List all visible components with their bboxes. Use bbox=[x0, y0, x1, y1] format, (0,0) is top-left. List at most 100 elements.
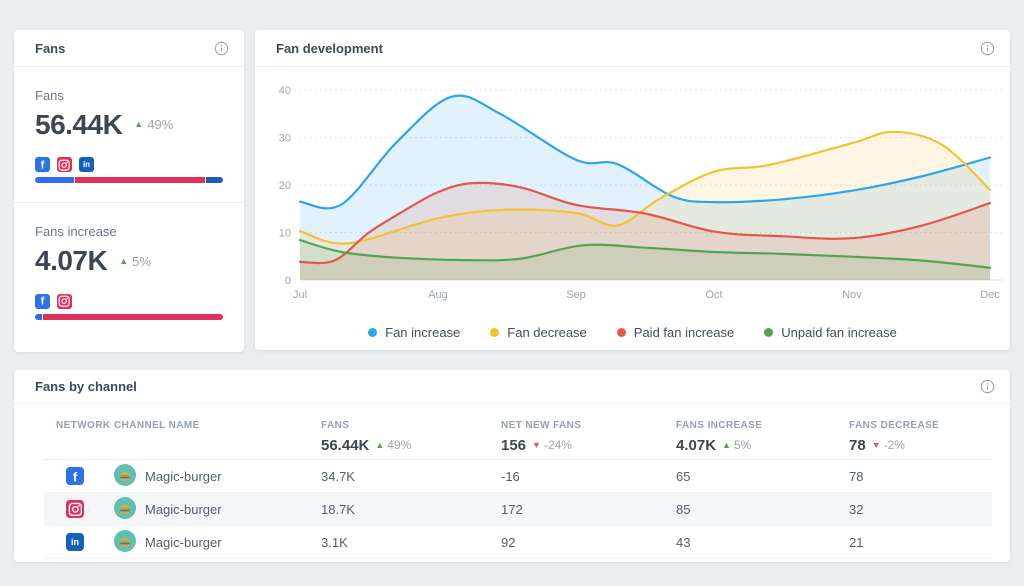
column-header-net_new: NET NEW FANS 156 ▼ -24% bbox=[489, 420, 664, 454]
linkedin-icon: in bbox=[66, 533, 84, 551]
fans-by-channel-table: NETWORK CHANNEL NAME FANS 56.44K ▲ 49% NET NEW… bbox=[44, 404, 992, 559]
info-icon bbox=[980, 41, 994, 55]
summary-value: 56.44K bbox=[321, 436, 370, 454]
x-axis-tick: Dec bbox=[980, 289, 1000, 301]
cell-fans: 34.7K bbox=[321, 468, 355, 484]
channel-avatar bbox=[114, 529, 136, 555]
bar-segment-facebook bbox=[35, 313, 43, 320]
y-axis-tick: 20 bbox=[279, 180, 291, 192]
metric-label: Fans increase bbox=[35, 224, 117, 240]
x-axis-tick: Oct bbox=[705, 289, 722, 301]
cell-channel-name: Magic-burger bbox=[102, 529, 309, 555]
metric-delta: 5% bbox=[132, 253, 151, 269]
facebook-icon: f bbox=[66, 467, 84, 485]
cell-channel-name: Magic-burger bbox=[102, 496, 309, 522]
cell-decrease: 32 bbox=[849, 501, 864, 517]
trend-up-icon: ▲ bbox=[134, 119, 144, 130]
summary-delta: 5% bbox=[733, 438, 752, 452]
legend-item-fan-increase[interactable]: Fan increase bbox=[368, 325, 460, 340]
column-header-decrease: FANS DECREASE 78 ▼ -2% bbox=[837, 420, 992, 454]
x-axis-tick: Nov bbox=[842, 289, 862, 301]
y-axis-tick: 10 bbox=[279, 228, 291, 240]
summary-delta: -2% bbox=[883, 438, 905, 452]
column-header-fans: FANS 56.44K ▲ 49% bbox=[309, 420, 489, 454]
section-divider bbox=[14, 202, 244, 204]
trend-up-icon: ▲ bbox=[375, 439, 385, 450]
summary-value: 4.07K bbox=[676, 436, 717, 454]
metric-fans: Fans 56.44K ▲ 49% f in bbox=[14, 88, 244, 184]
metric-value-row: 4.07K ▲ 5% bbox=[35, 245, 223, 277]
chart-line-unpaid-fan-increase bbox=[298, 239, 992, 269]
info-icon bbox=[214, 41, 228, 55]
table-row[interactable]: Magic-burger 18.7K 172 85 32 bbox=[44, 493, 992, 526]
info-icon bbox=[980, 379, 994, 394]
instagram-icon bbox=[57, 157, 72, 173]
cell-net_new: 172 bbox=[501, 501, 523, 517]
fans-card-body: Fans 56.44K ▲ 49% f in Fans increase 4.07K ▲ 5% f bbox=[14, 88, 244, 320]
cell-network: in bbox=[44, 533, 102, 551]
x-axis-tick: Sep bbox=[566, 289, 586, 301]
cell-increase: 85 bbox=[676, 501, 691, 517]
metric-value: 4.07K bbox=[35, 245, 108, 277]
network-share-bar bbox=[35, 313, 223, 320]
table-row[interactable]: f Magic-burger 34.7K -16 65 78 bbox=[44, 460, 992, 493]
fan-development-header: Fan development bbox=[255, 30, 1010, 67]
metric-label: Fans bbox=[35, 88, 64, 103]
legend-item-fan-decrease[interactable]: Fan decrease bbox=[490, 325, 587, 340]
fans-card: Fans Fans 56.44K ▲ 49% f in Fans increase 4.07K… bbox=[14, 30, 244, 352]
linkedin-icon: in bbox=[79, 157, 94, 173]
summary-value: 156 bbox=[501, 436, 527, 454]
column-header-channel: CHANNEL NAME bbox=[102, 420, 309, 431]
fans-by-channel-card: Fans by channel NETWORK CHANNEL NAME FANS 5… bbox=[14, 370, 1010, 562]
column-label: NETWORK bbox=[56, 420, 111, 431]
facebook-icon: f bbox=[35, 157, 50, 173]
channel-name: Magic-burger bbox=[145, 534, 222, 550]
chart-line-fan-increase bbox=[298, 94, 992, 210]
instagram-icon bbox=[57, 293, 72, 309]
legend-item-paid-fan-increase[interactable]: Paid fan increase bbox=[616, 325, 734, 340]
column-summary: 56.44K ▲ 49% bbox=[321, 436, 489, 454]
legend-item-unpaid-fan-increase[interactable]: Unpaid fan increase bbox=[764, 325, 897, 340]
info-icon[interactable] bbox=[212, 39, 230, 57]
fan-development-card: Fan development 40 30 20 10 0 Jul Aug Sep Oct Nov… bbox=[255, 30, 1010, 350]
metric-value: 56.44K bbox=[35, 109, 123, 140]
network-icons: f bbox=[35, 293, 223, 309]
cell-decrease: 78 bbox=[849, 468, 864, 484]
cell-fans: 18.7K bbox=[321, 501, 355, 517]
trend-down-icon: ▼ bbox=[871, 439, 881, 450]
bar-segment-linkedin bbox=[206, 177, 223, 184]
legend-label: Fan decrease bbox=[507, 324, 587, 340]
info-icon[interactable] bbox=[978, 378, 996, 396]
channel-name: Magic-burger bbox=[145, 468, 222, 484]
info-icon[interactable] bbox=[978, 39, 996, 57]
legend-dot-icon bbox=[490, 327, 500, 337]
channel-name: Magic-burger bbox=[145, 501, 222, 517]
chart-area-unpaid-fan-increase bbox=[300, 240, 990, 280]
fans-by-channel-title: Fans by channel bbox=[35, 379, 137, 394]
cell-decrease: 21 bbox=[849, 534, 864, 550]
column-header-increase: FANS INCREASE 4.07K ▲ 5% bbox=[664, 420, 837, 454]
table-body: f Magic-burger 34.7K -16 65 78 Magic-burger 18.… bbox=[44, 460, 992, 559]
trend-up-icon: ▲ bbox=[119, 255, 129, 266]
channel-avatar bbox=[114, 463, 136, 489]
cell-channel-name: Magic-burger bbox=[102, 463, 309, 489]
cell-increase: 65 bbox=[676, 468, 691, 484]
channel-avatar bbox=[114, 496, 136, 522]
trend-up-icon: ▲ bbox=[722, 439, 731, 450]
metric-fans-increase: Fans increase 4.07K ▲ 5% f bbox=[14, 224, 244, 320]
fans-card-title: Fans bbox=[35, 40, 66, 56]
facebook-icon: f bbox=[35, 293, 50, 309]
table-row[interactable]: in Magic-burger 3.1K 92 43 21 bbox=[44, 526, 992, 559]
chart-legend: Fan increase Fan decrease Paid fan increas… bbox=[255, 314, 1010, 350]
column-header-network: NETWORK bbox=[44, 420, 111, 431]
column-summary: 156 ▼ -24% bbox=[501, 436, 664, 454]
metric-delta: 49% bbox=[147, 117, 174, 133]
chart-area-fan-decrease bbox=[300, 131, 990, 280]
fans-by-channel-header: Fans by channel bbox=[14, 370, 1010, 404]
instagram-icon bbox=[66, 500, 84, 518]
x-axis-tick: Jul bbox=[293, 289, 307, 301]
legend-dot-icon bbox=[368, 327, 378, 337]
legend-dot-icon bbox=[764, 327, 774, 337]
column-label: FANS DECREASE bbox=[849, 420, 940, 431]
